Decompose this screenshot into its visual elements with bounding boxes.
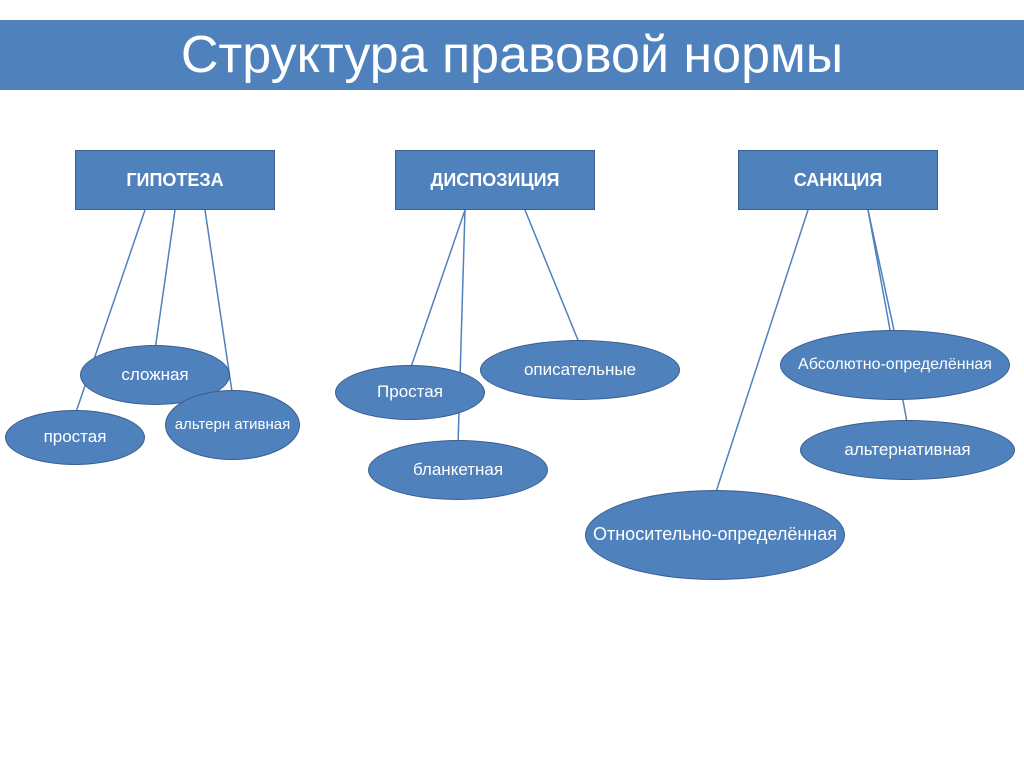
ellipse-disp_desc: описательные (480, 340, 680, 400)
ellipse-sanc_rel: Относительно-определённая (585, 490, 845, 580)
page-title: Структура правовой нормы (181, 25, 843, 85)
box-disposition: ДИСПОЗИЦИЯ (395, 150, 595, 210)
ellipse-sanc_abs: Абсолютно-определённая (780, 330, 1010, 400)
title-bar: Структура правовой нормы (0, 20, 1024, 90)
ellipse-disp_blank: бланкетная (368, 440, 548, 500)
box-sanction: САНКЦИЯ (738, 150, 938, 210)
ellipse-sanc_alt: альтернативная (800, 420, 1015, 480)
ellipse-hyp_simple: простая (5, 410, 145, 465)
ellipse-disp_simple: Простая (335, 365, 485, 420)
box-hypothesis: ГИПОТЕЗА (75, 150, 275, 210)
ellipse-hyp_alt: альтерн ативная (165, 390, 300, 460)
